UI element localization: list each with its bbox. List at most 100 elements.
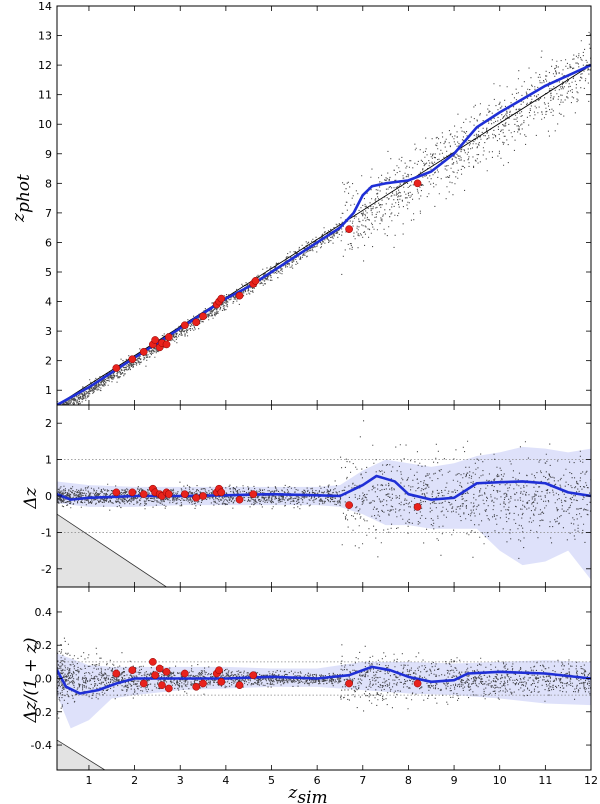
x-tick-label: 10 [493,774,507,787]
middle-ylabel: Δz [21,486,41,509]
y-tick-label: 7 [45,207,52,220]
scatter-band [57,653,591,729]
plot-area [57,637,591,770]
x-tick-label: 4 [222,774,229,787]
spec-point [192,318,201,327]
y-tick-label: 5 [45,266,52,279]
y-tick-label: -0.2 [31,706,52,719]
x-tick-label: 7 [359,774,366,787]
excluded-region [57,739,106,770]
y-tick-label: -1 [41,526,52,539]
x-tick-label: 3 [177,774,184,787]
y-tick-label: 3 [45,325,52,338]
spec-point [192,682,201,691]
spec-point [128,488,137,497]
y-tick-label: 12 [38,59,52,72]
y-tick-label: 11 [38,89,52,102]
spec-point [164,333,173,341]
y-tick-label: 13 [38,30,52,43]
plot-area [57,420,591,587]
y-tick-label: -2 [41,563,52,576]
bottom-xlabel: zsim [287,783,327,804]
spec-point [158,681,166,690]
spec-point [345,501,353,509]
scatter-band [57,446,591,580]
y-tick-label: 2 [45,417,52,430]
spec-point [235,495,244,504]
spec-point [112,669,121,678]
spec-point [235,291,244,300]
y-tick-label: 1 [45,384,52,397]
y-tick-label: -0.4 [31,739,52,752]
spec-point [164,490,173,499]
running-median-line [57,474,591,501]
plot-area [57,31,591,405]
y-tick-label: 10 [38,118,52,131]
x-tick-label: 1 [85,774,92,787]
spec-point [235,681,244,690]
spec-point [148,658,157,666]
top-ylabel: zphot [9,174,34,223]
x-tick-label: 2 [131,774,138,787]
y-tick-label: 0.4 [35,606,53,619]
y-tick-label: 4 [45,296,52,309]
x-tick-label: 11 [538,774,552,787]
y-tick-label: 2 [45,355,52,368]
spec-point [112,364,121,372]
spec-point [139,490,148,499]
spec-point [345,225,353,233]
spec-point [180,490,189,499]
excluded-region [57,513,168,587]
y-tick-label: 9 [45,148,52,161]
spec-point [162,667,171,676]
spec-point [151,336,159,344]
y-tick-label: 0.2 [35,639,53,652]
y-tick-label: 0 [45,490,52,503]
spec-point [217,677,226,686]
spec-point [180,669,189,678]
panel-delta-z-normalized: Δz/(1 + z) zsim -0.4-0.20.00.20.41 2 3 4 5 6 7… [21,586,598,804]
spec-point [164,684,173,693]
spec-point [217,488,226,497]
spec-point [199,312,207,321]
panel-frame [56,5,592,406]
x-tick-label: 9 [451,774,458,787]
y-tick-label: 8 [45,177,52,190]
spec-point [180,321,189,330]
spec-point [413,679,422,688]
spec-point [413,503,422,511]
y-tick-label: 1 [45,454,52,467]
spec-point [217,294,226,303]
y-tick-label: 6 [45,236,52,249]
spec-point [199,679,207,688]
spec-point [413,179,422,188]
x-tick-label: 12 [584,774,598,787]
spec-point [199,492,207,500]
one-to-one-line [57,64,591,405]
bottom-ylabel: Δz/(1 + z) [21,637,41,723]
x-tick-label: 6 [314,774,321,787]
spec-point [345,679,353,688]
spec-point [139,679,148,688]
spec-point [139,347,148,356]
x-tick-label: 5 [268,774,275,787]
y-tick-label: 0.0 [35,673,53,686]
spec-point [249,490,258,499]
spec-point [151,671,159,680]
spec-point [155,664,164,673]
x-tick-label: 8 [405,774,412,787]
spec-point [215,666,223,675]
running-median-line [57,665,591,695]
panel-delta-z: Δz -2 -1 0 1 2 [21,404,592,588]
galaxy-scatter-cloud [57,637,591,719]
spec-point [112,488,121,497]
spec-point [128,355,137,364]
spec-point [192,493,201,502]
y-tick-label: 14 [38,0,52,13]
spec-point [251,277,260,285]
galaxy-scatter-cloud [57,31,591,405]
spec-point [128,666,137,675]
spec-point [162,340,171,349]
